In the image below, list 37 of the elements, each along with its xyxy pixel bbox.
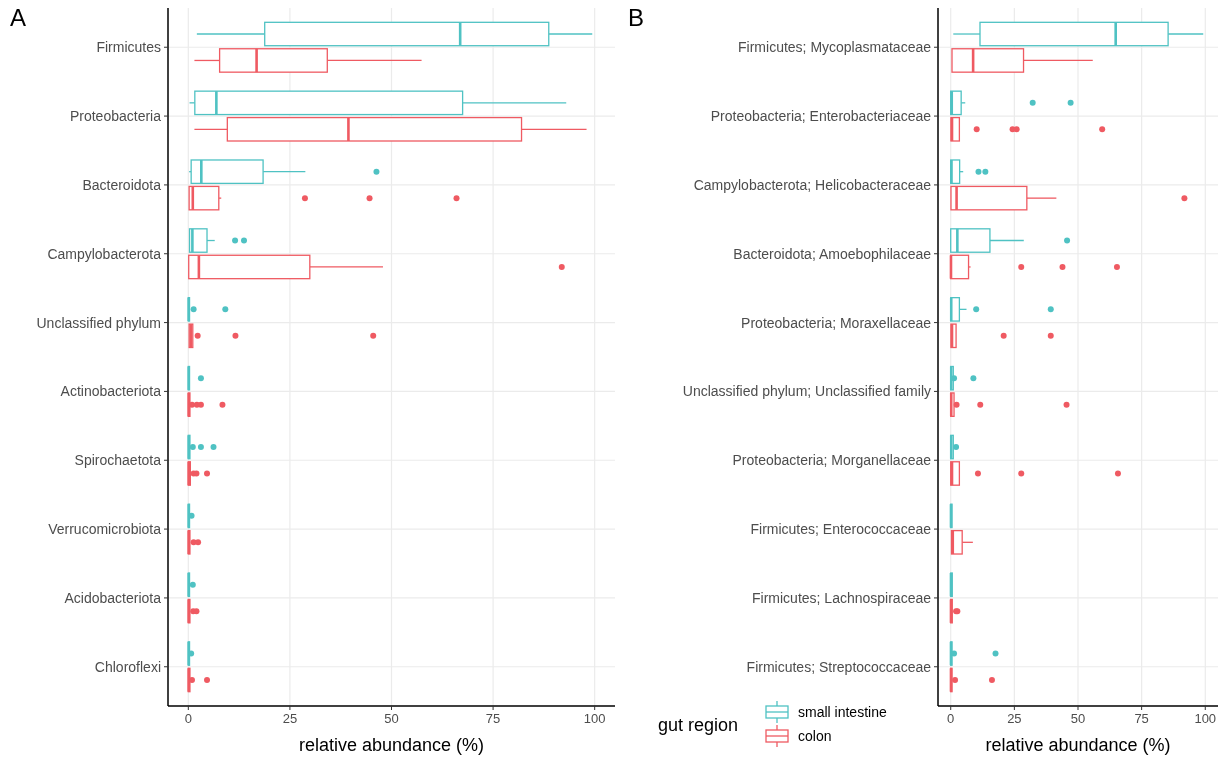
y-tick-label: Proteobacteria: [69, 108, 162, 125]
y-tick-label: Acidobacteriota: [64, 589, 162, 606]
x-tick-label: 25: [282, 711, 298, 726]
y-tick-label: Firmicutes; Lachnospiraceae: [752, 589, 932, 606]
x-tick-label: 0: [184, 711, 192, 726]
chart-title: A: [10, 4, 27, 31]
y-tick-label: Unclassified phylum: [36, 314, 161, 331]
y-tick-label: Actinobacteriota: [60, 383, 162, 400]
x-tick-label: 75: [485, 711, 501, 726]
x-tick-label: 100: [583, 711, 606, 726]
y-tick-label: Firmicutes; Enterococcaceae: [750, 521, 932, 538]
y-tick-label: Firmicutes; Mycoplasmataceae: [738, 39, 932, 56]
y-tick-label: Proteobacteria; Moraxellaceae: [741, 314, 932, 331]
y-tick-label: Bacteroidota; Amoebophilaceae: [733, 245, 932, 262]
legend-title: gut region: [658, 715, 739, 735]
x-tick-label: 50: [384, 711, 399, 726]
y-tick-label: Proteobacteria; Morganellaceae: [732, 452, 932, 469]
x-axis-title: relative abundance (%): [985, 735, 1171, 755]
legend-label: small intestine: [798, 704, 887, 720]
text: B: [628, 4, 645, 31]
y-tick-label: Unclassified phylum; Unclassified family: [682, 383, 931, 400]
y-tick-label: Campylobacterota: [47, 245, 162, 262]
y-tick-label: Verrucomicrobiota: [48, 521, 162, 538]
x-tick-label: 0: [947, 711, 955, 726]
x-tick-label: 100: [1194, 711, 1217, 726]
y-tick-label: Bacteroidota: [82, 176, 162, 193]
y-tick-label: Chloroflexi: [94, 658, 161, 675]
y-tick-label: Proteobacteria; Enterobacteriaceae: [710, 108, 932, 125]
x-tick-label: 50: [1070, 711, 1086, 726]
legend-label: colon: [798, 728, 832, 744]
x-tick-label: 75: [1134, 711, 1149, 726]
x-tick-label: 25: [1007, 711, 1022, 726]
y-tick-label: Campylobacterota; Helicobacteraceae: [693, 176, 932, 193]
y-tick-label: Firmicutes: [96, 39, 161, 56]
x-axis-title: relative abundance (%): [298, 735, 485, 755]
y-tick-label: Spirochaetota: [74, 452, 162, 469]
y-tick-label: Firmicutes; Streptococcaceae: [746, 658, 932, 675]
